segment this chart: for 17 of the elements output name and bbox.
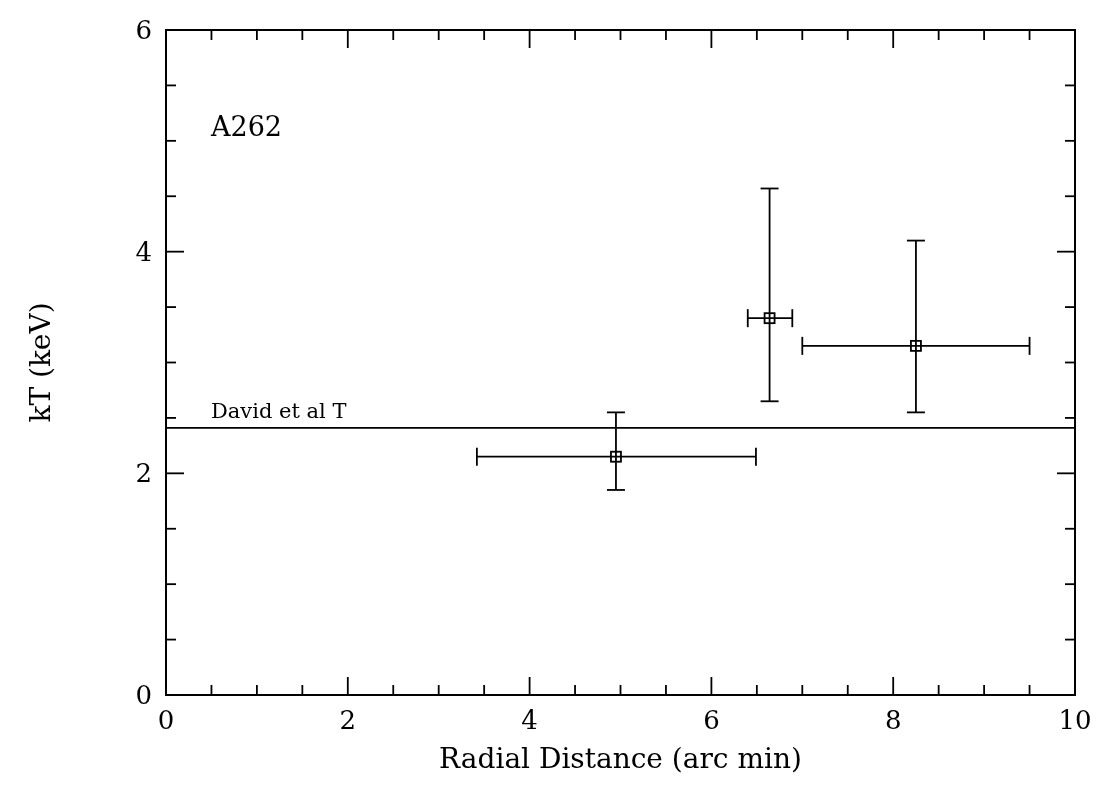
x-tick-label: 8 [884,705,902,735]
y-tick-label: 4 [135,236,152,267]
y-axis-title: kT (keV) [24,302,57,423]
x-axis-title: Radial Distance (arc min) [439,742,802,775]
x-tick-label: 4 [521,705,538,735]
x-tick-label: 0 [157,705,175,735]
x-tick-label: 6 [703,705,720,735]
point [610,450,622,463]
ref-line-label: David et al T [211,398,347,423]
annotation: A262 [210,111,283,142]
y-tick-label: 6 [135,15,152,45]
point [763,312,776,325]
y-tick-label: 0 [135,680,152,710]
x-tick-label: 10 [1058,705,1092,735]
point [910,339,922,352]
y-tick-label: 2 [135,458,152,489]
x-tick-label: 2 [339,705,357,735]
